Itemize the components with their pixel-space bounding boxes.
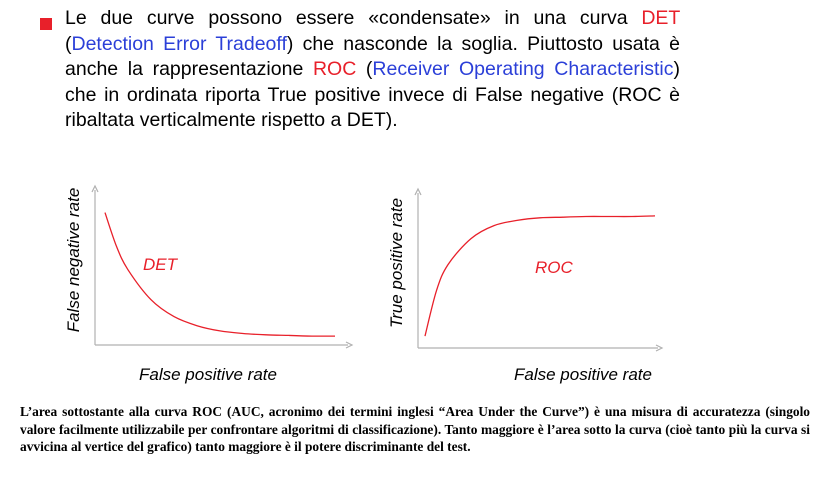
bullet-text-1: Le due curve possono essere «condensate»… bbox=[65, 7, 642, 29]
roc-curve bbox=[424, 215, 656, 337]
roc-chart: ROC False positive rate True positive rate bbox=[387, 187, 664, 384]
roc-expansion: Receiver Operating Characteristic bbox=[372, 58, 674, 80]
bullet-text: Le due curve possono essere «condensate»… bbox=[65, 6, 680, 134]
x-axis-arrow bbox=[655, 344, 664, 352]
bullet-text-3: ) che nasconde la soglia. Piuttosto usat… bbox=[65, 32, 680, 81]
y-axis-label: True positive rate bbox=[387, 198, 406, 328]
roc-term: ROC bbox=[312, 58, 357, 80]
y-axis-label: False negative rate bbox=[64, 188, 83, 333]
bullet-text-4: ( bbox=[356, 58, 373, 80]
bullet-marker bbox=[40, 18, 52, 30]
bullet-paragraph: Le due curve possono essere «condensate»… bbox=[40, 6, 680, 134]
det-expansion: Detection Error Tradeoff bbox=[71, 32, 287, 55]
bullet-text-2: ( bbox=[65, 32, 72, 55]
det-term: DET bbox=[641, 7, 680, 29]
curve-label: ROC bbox=[535, 258, 574, 277]
det-curve bbox=[104, 212, 336, 337]
x-axis-arrow bbox=[345, 341, 354, 349]
auc-caption: L’area sottostante alla curva ROC (AUC, … bbox=[20, 404, 810, 454]
curve-label: DET bbox=[143, 255, 179, 274]
bullet-text-5: ) che in ordinata riporta True positive … bbox=[65, 58, 680, 131]
y-axis-arrow bbox=[414, 187, 422, 196]
x-axis-label: False positive rate bbox=[514, 365, 652, 384]
y-axis-arrow bbox=[91, 184, 99, 193]
x-axis-label: False positive rate bbox=[139, 365, 277, 384]
det-chart: DET False positive rate False negative rat… bbox=[64, 184, 354, 384]
